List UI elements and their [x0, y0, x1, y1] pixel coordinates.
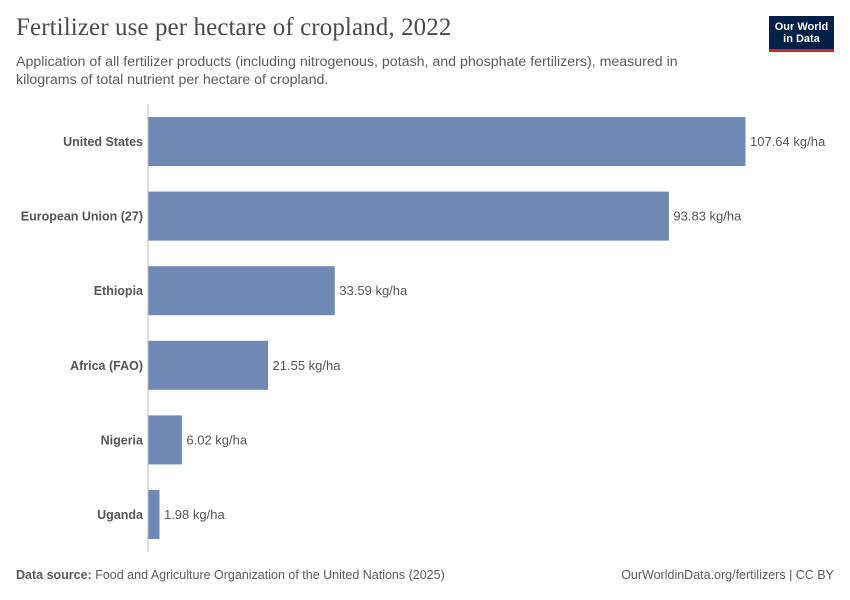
category-label-ethiopia: Ethiopia [94, 284, 144, 298]
license-link[interactable]: OurWorldinData.org/fertilizers | CC BY [621, 568, 834, 582]
chart-subtitle: Application of all fertilizer products (… [16, 54, 678, 88]
value-label-ethiopia: 33.59 kg/ha [339, 283, 408, 298]
data-source-label: Data source: [16, 568, 92, 582]
logo-line-1: Our World [774, 21, 829, 33]
value-label-uganda: 1.98 kg/ha [164, 507, 225, 522]
value-label-european-union-27: 93.83 kg/ha [673, 209, 742, 224]
bar-uganda[interactable] [148, 490, 160, 539]
bar-africa-fao[interactable] [148, 340, 269, 390]
logo-line-2: in Data [783, 33, 820, 45]
bar-european-union-27[interactable] [148, 191, 669, 241]
value-label-africa-fao: 21.55 kg/ha [273, 358, 342, 373]
bar-united-states[interactable] [148, 117, 746, 166]
bar-nigeria[interactable] [148, 415, 182, 465]
value-label-nigeria: 6.02 kg/ha [186, 432, 247, 447]
category-label-africa-fao: Africa (FAO) [70, 359, 143, 373]
category-label-united-states: United States [63, 135, 143, 149]
category-label-uganda: Uganda [97, 508, 144, 522]
bars-group: United States 107.64 kg/ha European Union … [21, 117, 826, 539]
data-source-text[interactable]: Food and Agriculture Organization of the… [95, 568, 445, 582]
chart-title: Fertilizer use per hectare of cropland, … [16, 14, 452, 41]
bar-ethiopia[interactable] [148, 266, 335, 316]
value-label-united-states: 107.64 kg/ha [750, 134, 826, 149]
category-label-nigeria: Nigeria [101, 433, 144, 447]
owid-logo[interactable]: Our World in Data [769, 16, 834, 52]
data-source: Data source: Food and Agriculture Organi… [16, 568, 445, 582]
category-label-european-union-27: European Union (27) [21, 210, 143, 224]
